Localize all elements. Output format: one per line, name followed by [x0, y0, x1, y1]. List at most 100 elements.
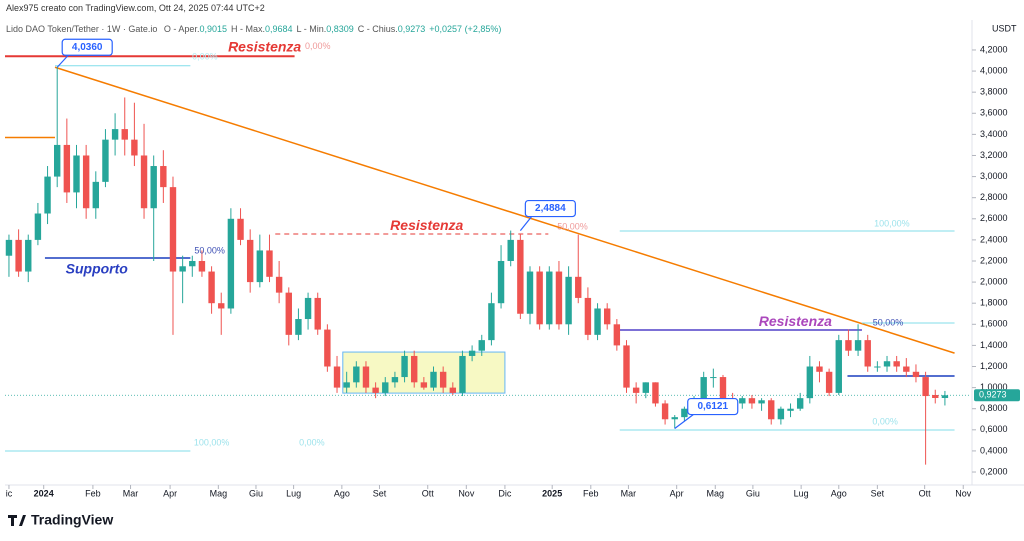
- annotation: 50,00%: [873, 317, 904, 327]
- x-tick-label: 2024: [34, 488, 54, 498]
- candle-body: [478, 340, 485, 351]
- annotation: Supporto: [66, 261, 129, 277]
- callout-box: [687, 397, 739, 416]
- candle-body: [304, 297, 312, 320]
- candle-body: [893, 361, 900, 367]
- candle-body: [613, 324, 621, 346]
- candle-body: [710, 377, 717, 379]
- callout-pointer: [674, 413, 696, 430]
- candle-body: [382, 382, 389, 393]
- candle-body: [594, 308, 601, 335]
- candle-body: [449, 387, 457, 393]
- x-tick-label: Ago: [831, 488, 847, 498]
- candle-body: [15, 239, 22, 272]
- annotation: 100,00%: [194, 437, 230, 447]
- x-tick-label: Lug: [286, 488, 301, 498]
- candle-body: [391, 377, 399, 383]
- candle-body: [198, 260, 206, 272]
- candle-body: [295, 319, 302, 335]
- candle-body: [131, 139, 138, 156]
- x-tick-label: Ott: [919, 488, 932, 498]
- ohlc-value: 0,9015: [199, 24, 227, 34]
- candle-body: [362, 366, 370, 388]
- candle-body: [44, 176, 51, 214]
- candle-body: [150, 166, 157, 209]
- y-tick-label: 1,8000: [980, 298, 1008, 308]
- x-tick-label: Mar: [123, 488, 139, 498]
- candle-body: [903, 366, 910, 372]
- symbol: Lido DAO Token/Tether · 1W · Gate.io: [6, 24, 158, 34]
- legend: Lido DAO Token/Tether · 1W · Gate.io O -…: [6, 24, 505, 34]
- candle-body: [160, 166, 167, 188]
- callout-pointer: [519, 215, 533, 231]
- ohlc-label: L - Min.: [296, 24, 327, 34]
- x-tick-label: Giu: [249, 488, 263, 498]
- callout-label: 0,6121: [697, 401, 728, 412]
- candle-body: [796, 398, 804, 409]
- candle-body: [169, 187, 177, 272]
- candle-body: [5, 239, 13, 256]
- candle-body: [237, 218, 244, 240]
- candle-body: [555, 271, 563, 325]
- x-tick-label: Ago: [334, 488, 350, 498]
- candle-body: [314, 297, 321, 330]
- x-tick-label: Set: [373, 488, 387, 498]
- y-tick-label: 0,8000: [980, 403, 1008, 413]
- price-tag-label: 0,9273: [979, 390, 1007, 400]
- callout-box: [61, 38, 113, 56]
- candle-body: [932, 394, 939, 399]
- candle-body: [218, 303, 225, 309]
- change: +0,0257 (+2,85%): [429, 24, 502, 34]
- y-tick-label: 1,2000: [980, 361, 1008, 371]
- candle-body: [488, 303, 495, 341]
- candle-body: [632, 387, 640, 393]
- candle-body: [526, 271, 534, 314]
- candle-body: [806, 366, 814, 399]
- candle-body: [748, 398, 756, 404]
- x-tick-label: Set: [871, 488, 885, 498]
- candle-body: [883, 361, 891, 367]
- drawing-line: [54, 66, 955, 354]
- y-tick-label: 2,4000: [980, 234, 1008, 244]
- candle-body: [343, 382, 350, 388]
- x-tick-label: Mag: [707, 488, 725, 498]
- x-tick-label: Nov: [955, 488, 972, 498]
- y-tick-label: 3,2000: [980, 150, 1008, 160]
- ohlc-label: C - Chius.: [357, 24, 398, 34]
- candle-body: [468, 350, 476, 356]
- plot: [5, 55, 970, 465]
- ohlc-value: 0,9273: [397, 24, 426, 34]
- logo: TradingView: [8, 512, 113, 528]
- ohlc-label: H - Max.: [230, 24, 265, 34]
- candle-body: [575, 276, 582, 298]
- callout-label: 2,4884: [535, 203, 566, 214]
- candle-body: [63, 144, 71, 193]
- candle-body: [546, 271, 553, 325]
- x-tick-label: Apr: [670, 488, 684, 498]
- candle-body: [208, 271, 215, 304]
- candle-body: [681, 408, 688, 418]
- candle-body: [912, 371, 920, 378]
- candle-body: [140, 155, 148, 209]
- candle-body: [372, 387, 379, 393]
- candle-body: [816, 366, 823, 372]
- candle-body: [661, 403, 669, 420]
- annotation: 0,00%: [299, 437, 325, 447]
- annotation: 50,00%: [557, 221, 588, 231]
- candle-body: [227, 218, 235, 309]
- logo-mark: [8, 515, 26, 526]
- annotation: Resistenza: [759, 313, 832, 329]
- candle-body: [623, 345, 630, 388]
- y-tick-label: 3,4000: [980, 129, 1008, 139]
- ohlc-value: 0,9684: [265, 24, 293, 34]
- candle-body: [266, 250, 273, 277]
- y-tick-label: 3,0000: [980, 171, 1008, 181]
- candle-body: [430, 371, 437, 388]
- credit: Alex975 creato con TradingView.com, Ott …: [6, 3, 265, 13]
- candle-body: [603, 308, 611, 325]
- candle-body: [353, 366, 360, 383]
- candle-body: [835, 340, 842, 393]
- candle-body: [333, 366, 341, 388]
